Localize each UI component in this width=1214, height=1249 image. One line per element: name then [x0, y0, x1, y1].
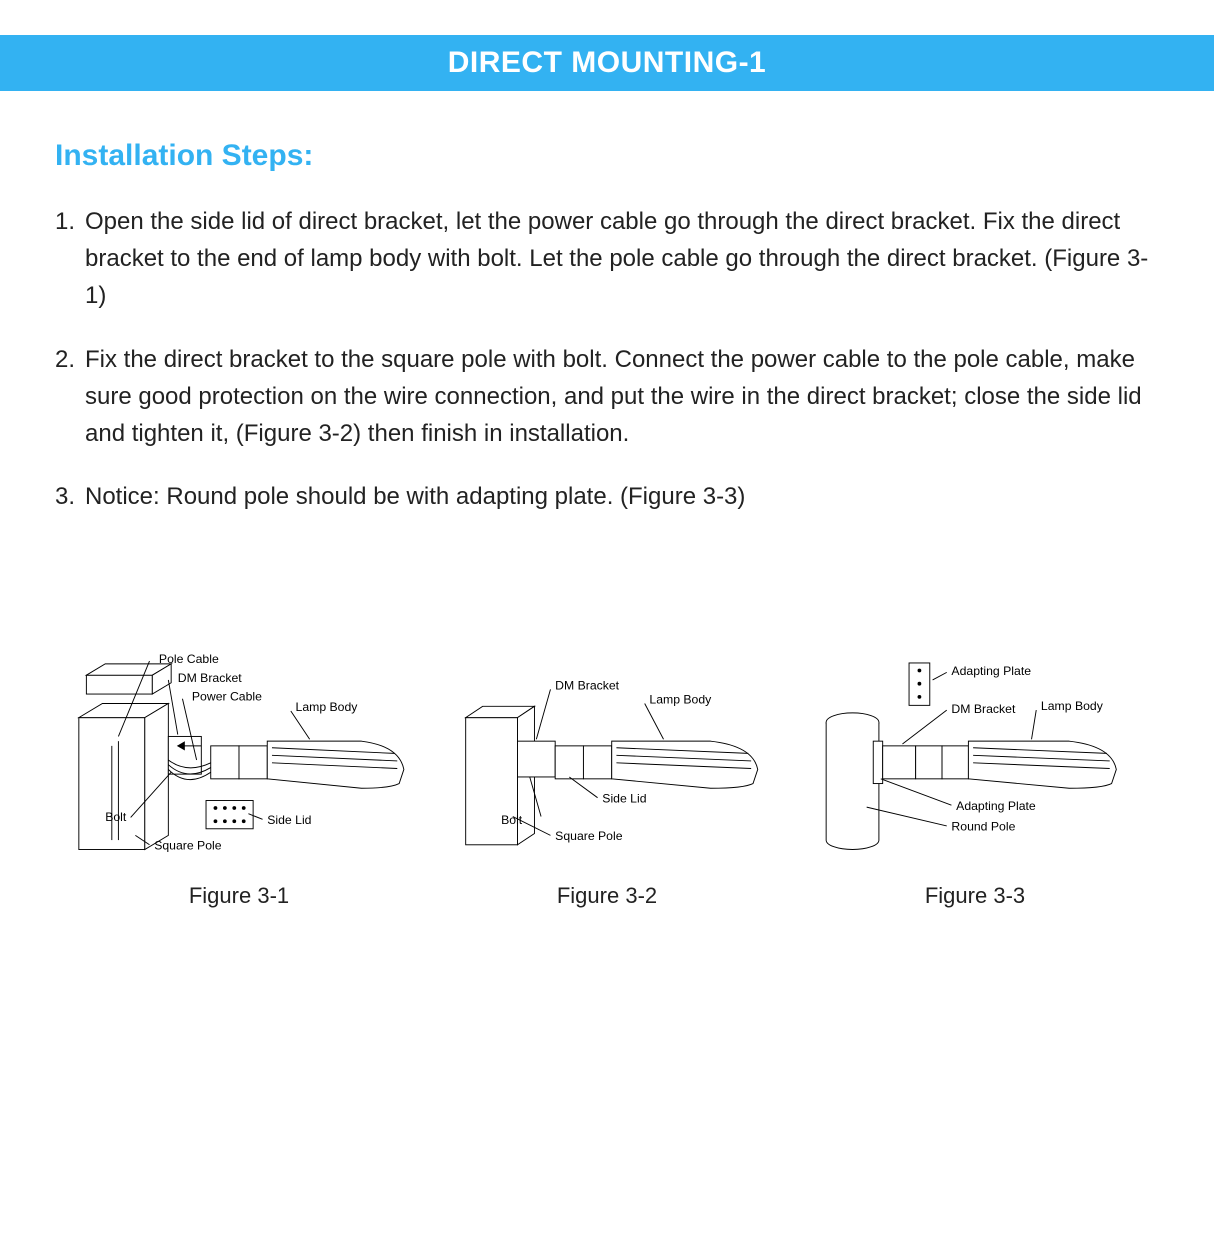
callout-square-pole: Square Pole	[555, 829, 623, 843]
figure-caption: Figure 3-1	[189, 883, 289, 909]
header-bar: DIRECT MOUNTING-1	[0, 35, 1214, 91]
step-item: Open the side lid of direct bracket, let…	[55, 203, 1159, 315]
header-title: DIRECT MOUNTING-1	[448, 46, 767, 80]
step-item: Fix the direct bracket to the square pol…	[55, 341, 1159, 453]
section-heading: Installation Steps:	[55, 139, 1159, 173]
callout-adapting-plate: Adapting Plate	[951, 665, 1031, 679]
figure-3-3-diagram: Adapting Plate DM Bracket Lamp Body Adap…	[796, 645, 1154, 875]
step-item: Notice: Round pole should be with adapti…	[55, 478, 1159, 515]
callout-adapting-plate-2: Adapting Plate	[956, 799, 1036, 813]
callout-round-pole: Round Pole	[951, 820, 1015, 834]
callout-dm-bracket: DM Bracket	[555, 679, 620, 693]
figures-row: Pole Cable DM Bracket Power Cable Lamp B…	[55, 645, 1159, 909]
figure-3-1: Pole Cable DM Bracket Power Cable Lamp B…	[60, 645, 418, 909]
callout-side-lid: Side Lid	[602, 792, 646, 806]
callout-lamp-body: Lamp Body	[296, 700, 359, 714]
callout-side-lid: Side Lid	[267, 813, 311, 827]
figure-3-2: DM Bracket Lamp Body Side Lid Bolt Squar…	[428, 645, 786, 909]
callout-pole-cable: Pole Cable	[159, 652, 219, 666]
installation-steps-list: Open the side lid of direct bracket, let…	[55, 203, 1159, 515]
figure-caption: Figure 3-2	[557, 883, 657, 909]
callout-lamp-body: Lamp Body	[649, 693, 712, 707]
content: Installation Steps: Open the side lid of…	[0, 91, 1214, 909]
callout-dm-bracket: DM Bracket	[178, 671, 243, 685]
callout-bolt: Bolt	[501, 813, 523, 827]
callout-dm-bracket: DM Bracket	[951, 702, 1016, 716]
callout-lamp-body: Lamp Body	[1041, 699, 1104, 713]
figure-3-1-diagram: Pole Cable DM Bracket Power Cable Lamp B…	[60, 645, 418, 875]
callout-power-cable: Power Cable	[192, 690, 262, 704]
callout-bolt: Bolt	[105, 811, 127, 825]
figure-3-3: Adapting Plate DM Bracket Lamp Body Adap…	[796, 645, 1154, 909]
figure-caption: Figure 3-3	[925, 883, 1025, 909]
callout-square-pole: Square Pole	[154, 839, 222, 853]
figure-3-2-diagram: DM Bracket Lamp Body Side Lid Bolt Squar…	[428, 645, 786, 875]
